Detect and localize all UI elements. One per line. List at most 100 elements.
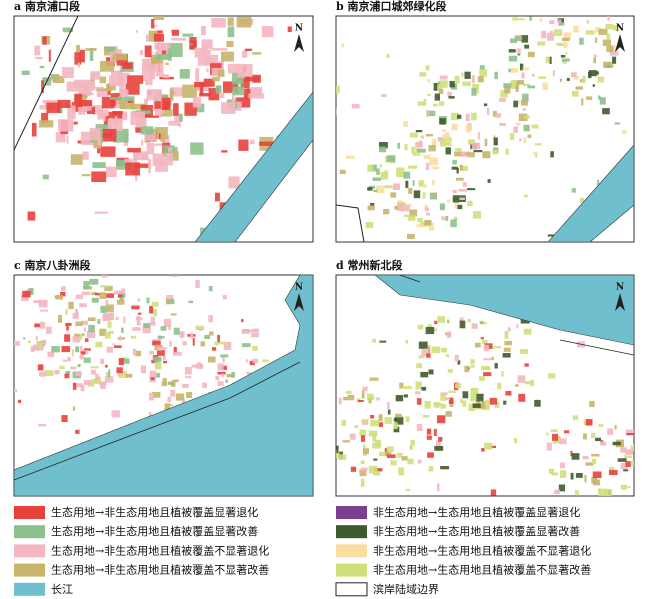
patch: [415, 130, 423, 133]
patch: [200, 341, 206, 347]
patch: [92, 162, 106, 168]
patch: [412, 153, 421, 156]
panel-title: d 常州新北段: [336, 258, 403, 272]
patch: [83, 327, 87, 332]
patch: [338, 454, 347, 460]
patch: [428, 466, 434, 472]
patch: [459, 320, 466, 329]
patch: [134, 163, 150, 168]
patch: [538, 76, 546, 79]
patch: [459, 165, 468, 171]
patch: [241, 343, 251, 348]
patch: [473, 149, 483, 153]
patch: [507, 327, 511, 332]
patch: [167, 299, 175, 305]
patch: [550, 151, 554, 158]
patch: [379, 142, 388, 149]
patch: [169, 341, 172, 347]
patch: [78, 104, 86, 115]
patch: [244, 76, 260, 82]
patch: [435, 440, 441, 447]
patch: [186, 261, 191, 265]
patch: [360, 478, 365, 487]
patch: [160, 132, 165, 142]
patch: [579, 37, 584, 45]
patch: [424, 400, 431, 409]
patch: [539, 18, 543, 22]
patch: [217, 363, 224, 371]
patch: [560, 470, 567, 478]
boundary: [14, 361, 301, 481]
patch: [455, 383, 462, 389]
patch: [28, 287, 34, 295]
patch: [443, 137, 452, 141]
patch: [607, 428, 614, 435]
patch: [240, 76, 250, 89]
patch: [203, 54, 219, 64]
patch: [83, 357, 91, 363]
legend-swatch: [336, 506, 367, 519]
patch: [428, 110, 436, 117]
patch: [106, 304, 114, 313]
patch: [145, 61, 148, 70]
patch: [445, 141, 452, 146]
patch: [343, 396, 349, 401]
patch: [378, 146, 387, 153]
patch: [605, 65, 613, 68]
patch: [182, 383, 189, 389]
patch: [433, 428, 437, 436]
patch: [603, 513, 608, 515]
patch: [168, 120, 181, 126]
patch: [571, 453, 580, 460]
legend-swatch: [14, 544, 45, 558]
patch: [407, 458, 414, 465]
patch: [384, 185, 393, 189]
patch: [378, 414, 383, 422]
patch: [445, 147, 451, 155]
patch: [208, 331, 214, 336]
patch: [450, 219, 457, 228]
patch: [146, 89, 162, 101]
patch: [80, 346, 83, 354]
patch: [99, 328, 107, 336]
patch: [75, 321, 83, 326]
patch: [202, 382, 207, 389]
patch: [132, 327, 141, 331]
patch: [585, 96, 593, 100]
patch: [99, 292, 106, 300]
patch: [425, 133, 434, 137]
panel-title: a 南京浦口段: [14, 0, 80, 13]
patch: [562, 61, 567, 64]
river: [194, 91, 313, 242]
patch: [571, 188, 576, 193]
north-label: N: [616, 24, 624, 34]
patch: [212, 347, 217, 351]
patch: [424, 204, 428, 208]
land-cover: [336, 16, 627, 258]
patch: [350, 466, 357, 472]
patch: [523, 124, 530, 132]
patch: [189, 37, 197, 50]
patch: [424, 219, 432, 226]
patch: [64, 373, 70, 379]
patch: [166, 295, 174, 302]
patch: [61, 286, 66, 292]
patch: [140, 50, 144, 56]
patch: [503, 83, 512, 88]
patch: [259, 141, 274, 146]
patch: [125, 162, 141, 176]
patch: [215, 192, 220, 202]
patch: [461, 72, 464, 77]
patch: [113, 128, 129, 143]
patch: [495, 113, 502, 118]
patch: [633, 471, 634, 479]
patch: [163, 361, 168, 364]
patch: [153, 24, 158, 27]
patch: [636, 437, 644, 440]
patch: [450, 112, 460, 121]
patch: [417, 459, 422, 464]
patch: [385, 452, 392, 455]
patch: [477, 401, 486, 409]
patch: [359, 469, 367, 477]
patch: [400, 250, 406, 258]
